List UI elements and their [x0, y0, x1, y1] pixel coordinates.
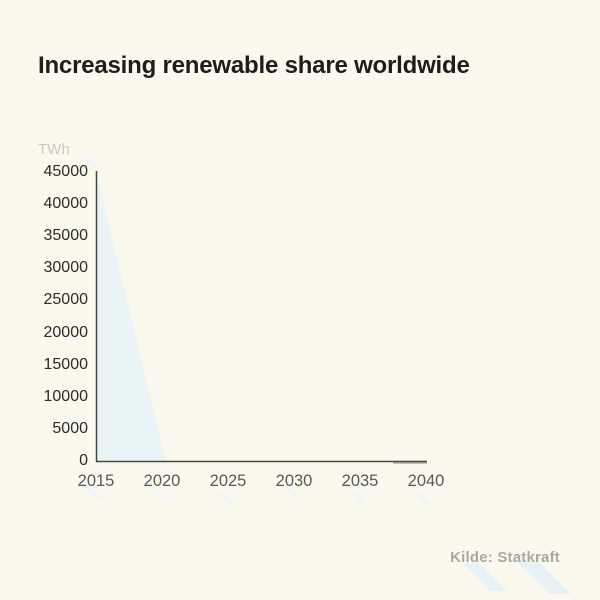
y-tick-label: 45000: [43, 163, 89, 180]
watermark-ribbon: [62, 415, 81, 427]
y-tick-label: 15000: [43, 355, 89, 373]
y-tick-label: 10000: [43, 387, 89, 405]
y-tick-label: 20000: [43, 323, 89, 341]
y-tick-label: 40000: [43, 195, 89, 213]
watermark-ribbon: [517, 562, 571, 594]
chart-title: Increasing renewable share worldwide: [38, 52, 470, 79]
watermark-ribbon: [55, 330, 74, 342]
y-tick-label: 0: [79, 452, 88, 469]
watermark-ribbon: [462, 563, 507, 591]
x-tick-label: 2035: [341, 472, 379, 490]
y-tick-label: 30000: [43, 259, 89, 277]
watermark-ribbon: [348, 490, 368, 502]
y-axis-unit-label: TWh: [38, 141, 70, 158]
statkraft-watermark: [55, 155, 571, 594]
y-tick-label: 35000: [43, 227, 89, 245]
y-tick-label: 5000: [52, 419, 88, 437]
watermark-ribbon: [150, 490, 170, 502]
watermark-ribbon: [414, 493, 434, 505]
x-tick-label: 2030: [275, 472, 313, 490]
x-tick-label: 2015: [77, 472, 115, 490]
source-credit: Kilde: Statkraft: [450, 549, 560, 566]
watermark-ribbon: [80, 155, 101, 168]
watermark-ribbon: [58, 226, 77, 238]
watermark-ribbon: [216, 493, 236, 505]
area-series-wedge: [96, 172, 166, 461]
watermark-ribbon: [282, 487, 302, 499]
x-tick-label: 2025: [209, 472, 247, 490]
watermark-ribbon: [84, 487, 104, 499]
x-tick-label: 2020: [143, 472, 181, 490]
x-tick-label: 2040: [407, 472, 445, 490]
y-tick-label: 25000: [43, 291, 89, 309]
